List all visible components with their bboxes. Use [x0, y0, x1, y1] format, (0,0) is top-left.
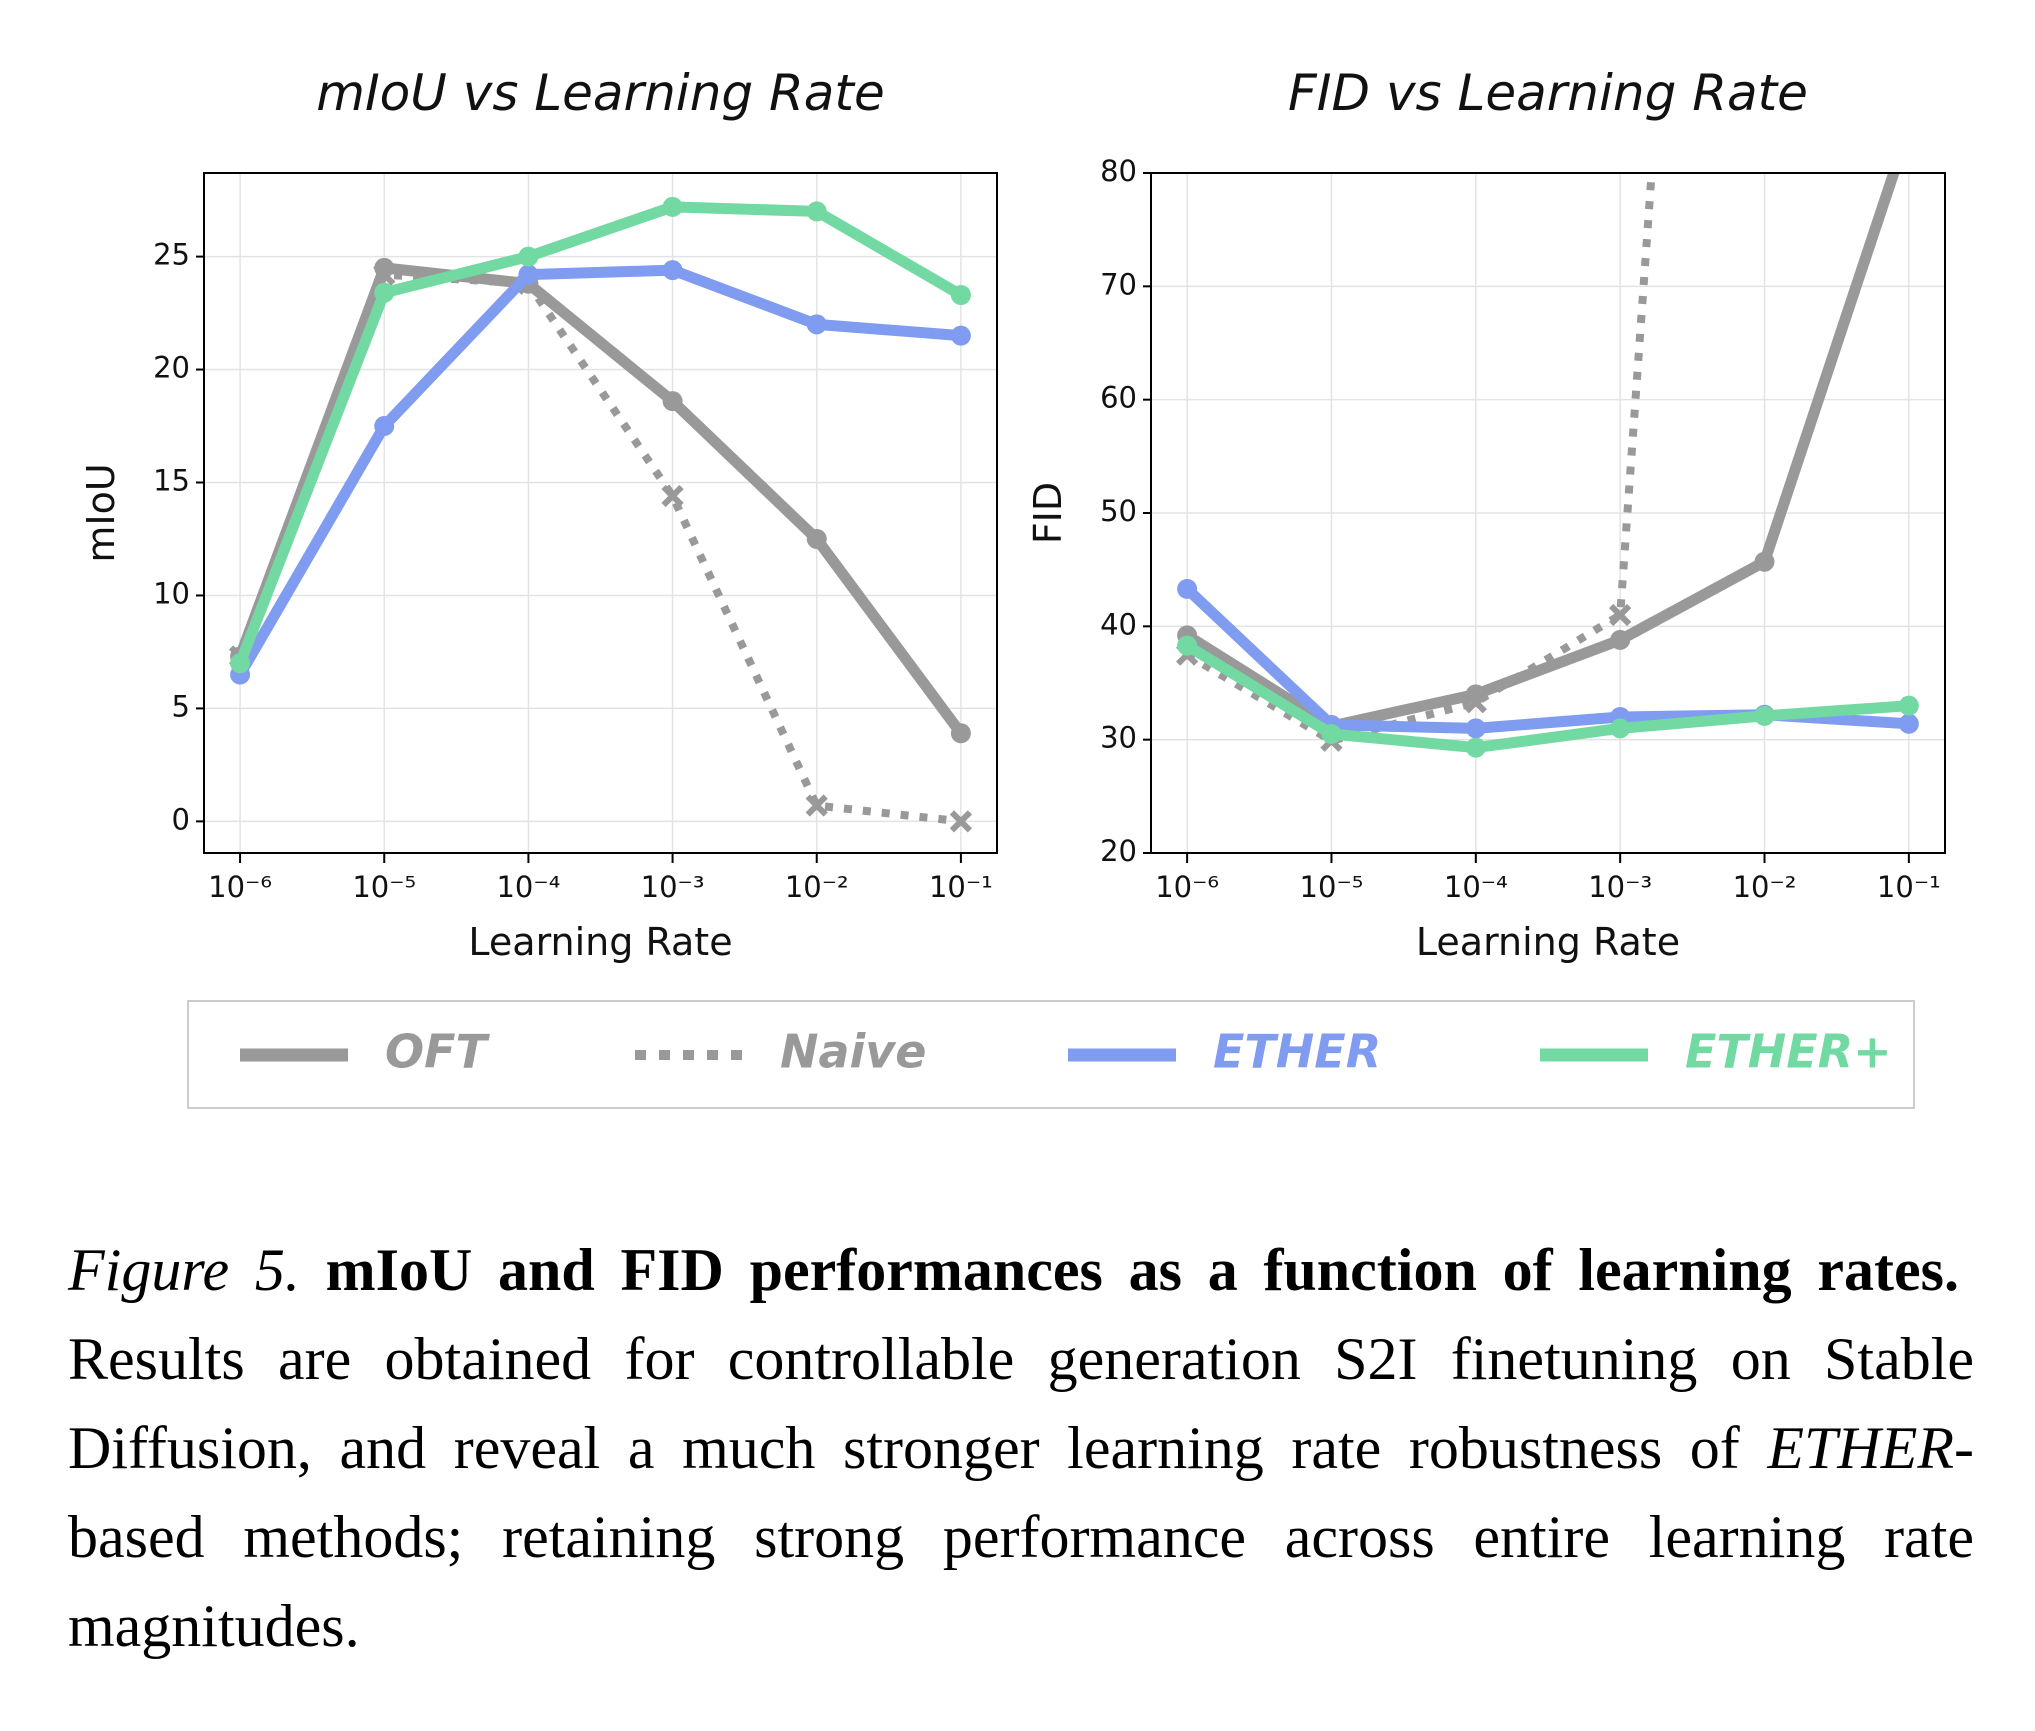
marker [1465, 718, 1486, 739]
marker [1610, 629, 1631, 650]
y-tick-label: 50 [1100, 494, 1137, 528]
caption-bold: mIoU and FID performances as a function … [325, 1237, 1960, 1303]
marker [1321, 724, 1342, 744]
plot-frame [1150, 172, 1946, 854]
marker [806, 201, 827, 222]
caption-text: -based methods; retaining strong perform… [68, 1415, 1974, 1659]
marker [373, 263, 396, 286]
x-tick-label: 10⁻² [785, 870, 849, 904]
x-axis-label: Learning Rate [1416, 920, 1680, 964]
plot-area [228, 196, 973, 833]
legend-label: Naive [780, 1025, 927, 1079]
y-tick-label: 30 [1100, 721, 1137, 755]
plot-area [1175, 118, 1919, 758]
marker [1754, 551, 1775, 572]
marker [949, 810, 973, 833]
marker [805, 794, 828, 817]
x-tick-label: 10⁻⁶ [1155, 870, 1219, 904]
marker [1754, 705, 1775, 726]
figure: mIoU vs Learning Rate Learning Rate mIoU 0 5… [79, 64, 1946, 1109]
marker [1898, 713, 1919, 734]
y-tick-label: 70 [1100, 267, 1137, 301]
y-tick-label: 5 [172, 689, 190, 723]
marker [1898, 695, 1919, 716]
marker [1464, 691, 1487, 714]
marker [950, 723, 971, 744]
marker [1609, 603, 1632, 627]
marker [230, 653, 251, 674]
marker [950, 284, 971, 305]
series-line [234, 262, 966, 737]
legend-label: ETHER+ [1685, 1025, 1892, 1079]
x-axis-label: Learning Rate [468, 920, 732, 964]
y-tick-label: 20 [1100, 834, 1137, 868]
marker [1899, 118, 1919, 138]
x-tick-label: 10⁻³ [1588, 870, 1652, 904]
y-axis-label: FID [1026, 482, 1070, 544]
x-tick-label: 10⁻⁴ [496, 870, 560, 904]
x-tick-label: 10⁻⁴ [1444, 870, 1508, 904]
marker [662, 260, 683, 281]
marker [518, 264, 539, 285]
chart-title: mIoU vs Learning Rate [316, 64, 885, 122]
chart-title: FID vs Learning Rate [1288, 64, 1808, 122]
marker [661, 484, 684, 508]
y-tick-label: 0 [172, 802, 190, 836]
x-tick-label: 10⁻⁵ [1300, 870, 1364, 904]
series-line [1184, 640, 1910, 754]
x-tick-label: 10⁻⁵ [352, 870, 416, 904]
marker [806, 314, 827, 335]
series-line [235, 264, 962, 678]
y-tick-label: 60 [1100, 381, 1137, 415]
caption-text: Results are obtained for controllable ge… [68, 1326, 1974, 1481]
y-tick-label: 20 [153, 351, 190, 385]
y-axis-label: mIoU [79, 463, 123, 562]
marker [1177, 578, 1198, 599]
x-tick-label: 10⁻⁶ [208, 870, 272, 904]
x-tick-label: 10⁻¹ [929, 870, 993, 904]
x-tick-label: 10⁻³ [641, 870, 705, 904]
marker [374, 282, 395, 303]
marker [518, 246, 539, 267]
marker [662, 196, 683, 217]
x-tick-label: 10⁻¹ [1877, 870, 1941, 904]
y-tick-label: 80 [1100, 154, 1137, 188]
marker [374, 416, 395, 437]
caption-italic: ETHER [1767, 1415, 1955, 1481]
caption: Figure 5. mIoU and FID performances as a… [68, 1226, 1974, 1671]
series-line [1184, 173, 1900, 732]
caption-label: Figure 5. [68, 1237, 300, 1303]
legend-label: OFT [385, 1025, 491, 1079]
y-tick-label: 15 [153, 464, 190, 498]
legend-label: ETHER [1213, 1025, 1381, 1079]
marker [1465, 737, 1486, 758]
marker [1177, 635, 1198, 656]
plot-frame [203, 172, 998, 854]
y-tick-label: 25 [153, 238, 190, 272]
x-tick-label: 10⁻² [1733, 870, 1797, 904]
marker [806, 528, 827, 549]
marker [1610, 718, 1631, 739]
marker [950, 325, 971, 346]
series-line [234, 201, 964, 666]
y-tick-label: 40 [1100, 607, 1137, 641]
y-tick-label: 10 [153, 576, 190, 610]
marker [662, 391, 683, 412]
